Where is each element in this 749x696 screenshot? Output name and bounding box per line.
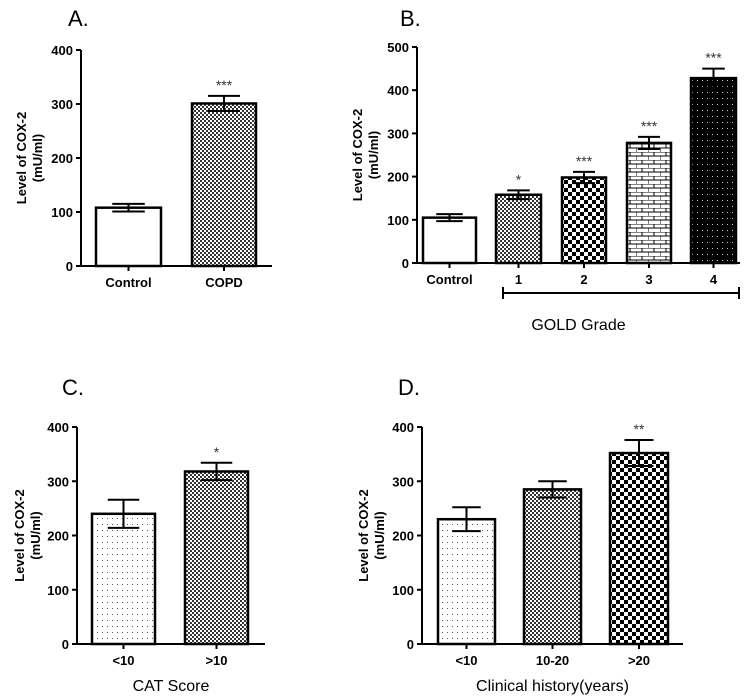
- x-axis-label: GOLD Grade: [531, 317, 625, 334]
- y-axis-label: Level of COX-2 (mU/ml): [356, 489, 387, 581]
- x-tick-label: >10: [205, 653, 227, 668]
- y-tick-label: 200: [47, 529, 69, 544]
- significance-marker: ***: [576, 153, 593, 169]
- panel-a: A. Level of COX-2 (mU/ml) 0 100 200 300 400 Cont…: [14, 6, 272, 290]
- x-axis-label: CAT Score: [133, 678, 210, 695]
- panel-label: C.: [62, 375, 84, 400]
- panel-label: D.: [398, 375, 420, 400]
- y-tick-label: 100: [387, 213, 409, 228]
- panel-b: B. Level of COX-2 (mU/ml) 0 100 200 300 400 500 C…: [350, 6, 740, 334]
- y-axis-label: Level of COX-2 (mU/ml): [350, 109, 381, 201]
- bar: [494, 193, 543, 265]
- x-tick-label: 4: [710, 272, 718, 287]
- bar: [436, 517, 497, 646]
- y-axis-label-line2: (mU/ml): [30, 134, 45, 182]
- x-tick-label: 3: [645, 272, 652, 287]
- panel-label: A.: [68, 6, 89, 31]
- x-tick-label: Control: [426, 272, 472, 287]
- y-axis-label-line1: Level of COX-2: [350, 109, 365, 201]
- bar: [183, 470, 250, 646]
- bar: [190, 102, 258, 268]
- bar: [94, 206, 163, 268]
- x-tick-label: <10: [455, 653, 477, 668]
- panel-c: C. Level of COX-2 (mU/ml) 0 100 200 300 400 <10 >…: [12, 375, 265, 695]
- y-tick-label: 0: [407, 637, 414, 652]
- significance-marker: ***: [705, 50, 722, 66]
- y-tick-label: 0: [62, 637, 69, 652]
- bar: [608, 451, 670, 646]
- y-tick-label: 100: [51, 205, 73, 220]
- y-tick-label: 300: [392, 474, 414, 489]
- y-tick-label: 200: [392, 529, 414, 544]
- y-axis-label-line2: (mU/ml): [28, 511, 43, 559]
- y-axis-label: Level of COX-2 (mU/ml): [12, 489, 43, 581]
- bar: [522, 488, 583, 646]
- significance-marker: *: [214, 444, 220, 460]
- y-axis-label: Level of COX-2 (mU/ml): [14, 112, 45, 204]
- x-tick-label: <10: [112, 653, 134, 668]
- y-tick-label: 500: [387, 40, 409, 55]
- bar: [560, 176, 608, 265]
- y-tick-label: 300: [51, 97, 73, 112]
- y-tick-label: 100: [47, 583, 69, 598]
- y-tick-label: 300: [387, 126, 409, 141]
- y-tick-label: 200: [387, 170, 409, 185]
- panel-d: D. Level of COX-2 (mU/ml) 0 100 200 300 400 <10 1…: [356, 375, 683, 695]
- x-tick-label: 10-20: [536, 653, 569, 668]
- x-tick-label: 1: [515, 272, 522, 287]
- y-tick-label: 400: [51, 43, 73, 58]
- x-tick-label: COPD: [205, 275, 243, 290]
- y-axis-label-line1: Level of COX-2: [356, 489, 371, 581]
- panel-label: B.: [400, 6, 421, 31]
- significance-marker: ***: [216, 77, 233, 93]
- bar: [421, 216, 478, 265]
- bar: [625, 141, 673, 265]
- significance-marker: **: [634, 421, 645, 437]
- y-tick-label: 100: [392, 583, 414, 598]
- significance-marker: *: [516, 171, 522, 187]
- x-tick-label: >20: [628, 653, 650, 668]
- bar: [90, 512, 157, 646]
- y-tick-label: 400: [392, 420, 414, 435]
- significance-marker: ***: [641, 118, 658, 134]
- y-tick-label: 400: [387, 83, 409, 98]
- y-axis-label-line1: Level of COX-2: [14, 112, 29, 204]
- x-tick-label: 2: [580, 272, 587, 287]
- y-axis-label-line1: Level of COX-2: [12, 489, 27, 581]
- y-tick-label: 0: [66, 259, 73, 274]
- y-tick-label: 0: [402, 256, 409, 271]
- y-axis-label-line2: (mU/ml): [372, 511, 387, 559]
- y-tick-label: 300: [47, 474, 69, 489]
- y-tick-label: 200: [51, 151, 73, 166]
- x-axis-label: Clinical history(years): [476, 678, 629, 695]
- y-tick-label: 400: [47, 420, 69, 435]
- x-tick-label: Control: [105, 275, 151, 290]
- y-axis-label-line2: (mU/ml): [366, 131, 381, 179]
- bar: [689, 76, 738, 265]
